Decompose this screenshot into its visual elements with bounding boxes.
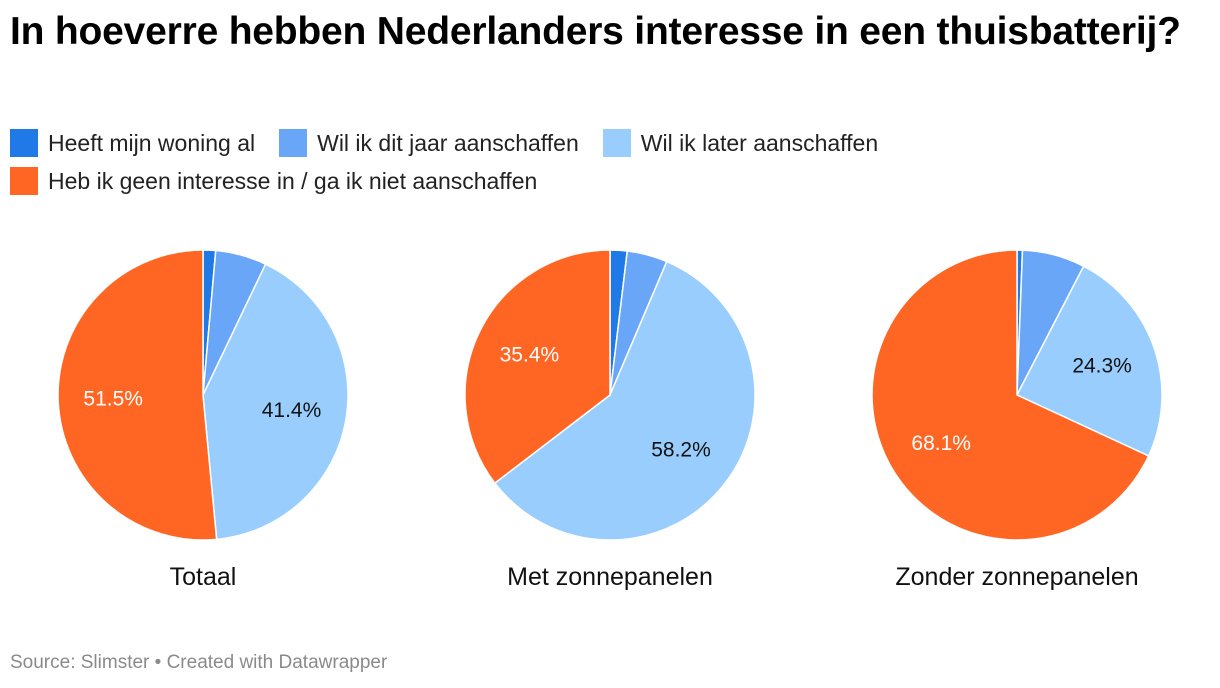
pie-slice bbox=[1016, 265, 1163, 457]
legend-swatch bbox=[10, 129, 38, 157]
pie-slice bbox=[871, 249, 1150, 541]
legend-swatch bbox=[10, 167, 38, 195]
slice-data-label: 51.5% bbox=[83, 388, 143, 411]
legend-label: Heeft mijn woning al bbox=[48, 129, 256, 156]
pie-slice bbox=[464, 249, 611, 484]
pie-title: Met zonnepanelen bbox=[507, 563, 713, 591]
slice-data-label: 58.2% bbox=[651, 439, 711, 462]
legend-item-heeft-woning-al: Heeft mijn woning al bbox=[10, 128, 255, 158]
slice-data-label: 35.4% bbox=[500, 344, 560, 367]
slice-data-label: 68.1% bbox=[911, 432, 971, 455]
pie-2: 24.3% 68.1% Zonder zonnepanelen bbox=[871, 249, 1163, 591]
pie-slice bbox=[202, 263, 349, 541]
legend-item-dit-jaar: Wil ik dit jaar aanschaffen bbox=[279, 128, 579, 158]
legend-item-geen-interesse: Heb ik geen interesse in / ga ik niet aa… bbox=[10, 166, 537, 196]
pie-slice bbox=[494, 260, 756, 541]
legend-label: Wil ik later aanschaffen bbox=[640, 129, 879, 156]
slice-data-label: 41.4% bbox=[262, 399, 322, 422]
legend: Heeft mijn woning al Wil ik dit jaar aan… bbox=[10, 128, 1190, 196]
pie-1: 58.2% 35.4% Met zonnepanelen bbox=[464, 249, 756, 591]
legend-swatch bbox=[279, 129, 308, 157]
source-note: Source: Slimster • Created with Datawrap… bbox=[10, 652, 388, 673]
chart-title: In hoeverre hebben Nederlanders interess… bbox=[10, 10, 1181, 53]
legend-label: Heb ik geen interesse in / ga ik niet aa… bbox=[48, 167, 538, 194]
legend-item-later: Wil ik later aanschaffen bbox=[602, 128, 879, 158]
pie-title: Totaal bbox=[170, 563, 237, 591]
pie-title: Zonder zonnepanelen bbox=[895, 563, 1138, 591]
pie-0: 41.4% 51.5% Totaal bbox=[57, 249, 349, 591]
slice-data-label: 24.3% bbox=[1072, 354, 1132, 377]
legend-label: Wil ik dit jaar aanschaffen bbox=[317, 129, 579, 156]
pie-slice bbox=[57, 249, 218, 541]
legend-swatch bbox=[602, 129, 631, 157]
